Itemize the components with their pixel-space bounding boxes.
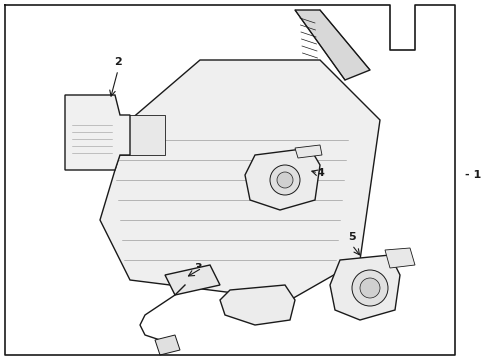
Polygon shape <box>385 248 415 268</box>
Polygon shape <box>65 95 130 170</box>
Circle shape <box>277 172 293 188</box>
Text: 2: 2 <box>114 57 122 67</box>
Polygon shape <box>165 265 220 295</box>
Text: 5: 5 <box>348 232 356 242</box>
Text: 3: 3 <box>194 263 202 273</box>
Circle shape <box>352 270 388 306</box>
Polygon shape <box>330 255 400 320</box>
Polygon shape <box>115 115 165 155</box>
Circle shape <box>360 278 380 298</box>
Polygon shape <box>245 148 320 210</box>
Polygon shape <box>155 335 180 355</box>
Circle shape <box>270 165 300 195</box>
Polygon shape <box>100 60 380 300</box>
Text: - 1: - 1 <box>465 170 481 180</box>
Polygon shape <box>220 285 295 325</box>
Polygon shape <box>295 10 370 80</box>
Polygon shape <box>295 145 322 158</box>
Text: 4: 4 <box>316 168 324 178</box>
